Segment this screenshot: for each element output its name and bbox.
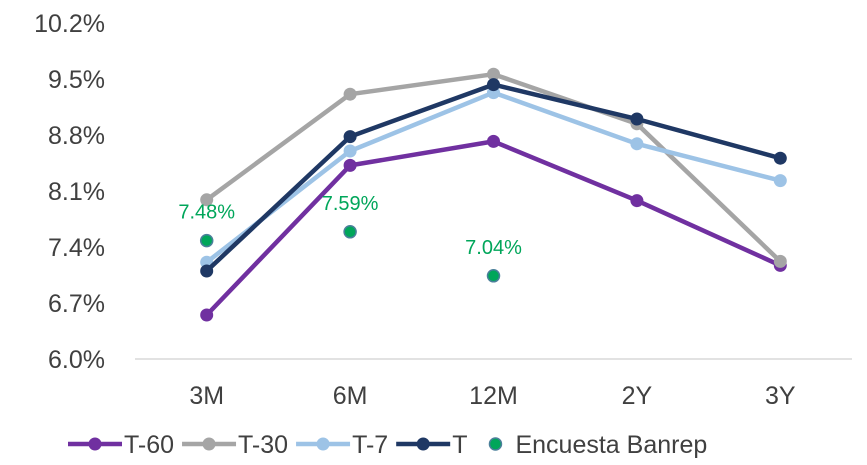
- series-t: [200, 78, 787, 278]
- series-t-7: [200, 86, 787, 269]
- y-tick-label: 9.5%: [48, 66, 105, 94]
- legend-label: T: [452, 431, 467, 459]
- y-tick-label: 10.2%: [34, 10, 105, 38]
- legend-label: T-30: [238, 431, 288, 459]
- data-point: [773, 174, 787, 188]
- series-encuesta-banrep: 7.48% 7.59% 7.04%: [178, 193, 522, 283]
- legend-item: T-60: [68, 431, 174, 459]
- y-tick-label: 8.1%: [48, 178, 105, 206]
- x-tick-label: 6M: [333, 382, 368, 410]
- data-point: [199, 233, 214, 248]
- legend-item: T-30: [182, 431, 288, 459]
- legend-marker: [488, 437, 503, 451]
- series-t-60: [200, 134, 787, 322]
- series-line: [204, 71, 783, 264]
- y-tick-label: 6.0%: [48, 346, 105, 374]
- data-point: [773, 151, 787, 165]
- data-point: [343, 158, 357, 172]
- legend-marker: [316, 437, 330, 451]
- legend-marker: [88, 437, 102, 451]
- data-point: [343, 87, 357, 101]
- legend-label: T-7: [352, 431, 388, 459]
- legend-item: T: [396, 431, 467, 459]
- legend-marker: [202, 437, 216, 451]
- data-point: [487, 67, 500, 81]
- y-tick-label: 8.8%: [48, 122, 105, 150]
- x-tick-label: 3M: [189, 382, 224, 410]
- legend: T-60 T-30 T-7 T Encuesta Banrep: [68, 431, 707, 459]
- series-layer: 7.48% 7.59% 7.04%: [178, 67, 787, 322]
- x-axis-tick-labels: 3M 6M 12M 2Y 3Y: [189, 382, 796, 410]
- data-point: [200, 308, 214, 322]
- data-point: [200, 193, 214, 207]
- x-tick-label: 2Y: [622, 382, 653, 410]
- data-label: 7.04%: [465, 237, 522, 259]
- y-tick-label: 7.4%: [48, 234, 105, 262]
- data-point: [343, 225, 357, 239]
- legend-item: T-7: [296, 431, 388, 459]
- data-point: [630, 137, 644, 151]
- data-point: [486, 269, 501, 283]
- data-point: [487, 134, 500, 148]
- data-point: [200, 264, 214, 278]
- data-point: [343, 144, 357, 158]
- data-point: [487, 78, 500, 92]
- data-point: [630, 112, 644, 126]
- legend-label: Encuesta Banrep: [515, 431, 707, 459]
- data-label: 7.59%: [322, 193, 379, 215]
- legend-item: Encuesta Banrep: [488, 431, 707, 459]
- y-tick-label: 6.7%: [48, 290, 105, 318]
- data-label: 7.48%: [178, 202, 235, 224]
- series-t-30: [200, 67, 787, 268]
- data-point: [630, 194, 644, 208]
- data-point: [773, 254, 787, 268]
- series-line: [204, 139, 783, 318]
- legend-label: T-60: [124, 431, 174, 459]
- x-tick-label: 12M: [469, 382, 518, 410]
- y-axis-tick-labels: 10.2% 9.5% 8.8% 8.1% 7.4% 6.7% 6.0%: [34, 10, 105, 374]
- x-tick-label: 3Y: [765, 382, 796, 410]
- legend-marker: [416, 437, 430, 451]
- data-point: [343, 130, 357, 144]
